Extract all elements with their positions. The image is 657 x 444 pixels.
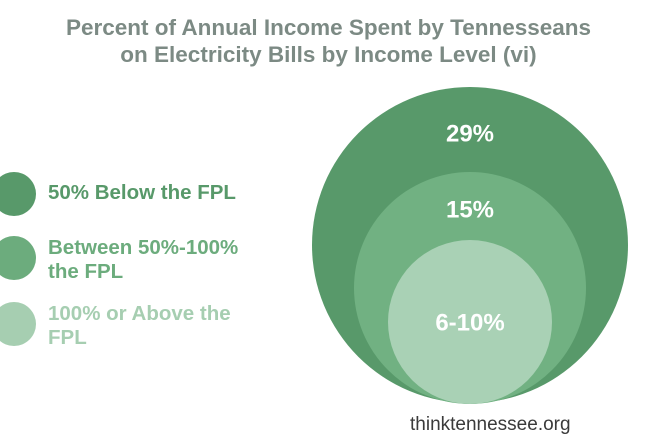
chart-title-line-1: Percent of Annual Income Spent by Tennes… [65, 15, 592, 40]
data-label-50-100: 15% [446, 197, 494, 224]
data-label-below-50: 29% [446, 121, 494, 148]
legend-item-below-50: 50% Below the FPL [0, 172, 300, 232]
circle-100-above [388, 240, 552, 404]
source-credit: thinktennessee.org [410, 414, 571, 435]
legend-label-100-above: 100% or Above the FPL [48, 302, 231, 349]
legend-swatch-100-above [0, 302, 36, 346]
legend-item-100-above: 100% or Above the FPL [0, 302, 300, 362]
legend-swatch-50-100 [0, 236, 36, 280]
legend-swatch-below-50 [0, 172, 36, 216]
chart-title-line-2: on Electricity Bills by Income Level (vi… [120, 42, 537, 67]
legend-label-below-50: 50% Below the FPL [48, 181, 236, 204]
data-label-100-above: 6-10% [435, 310, 504, 337]
chart-title: Percent of Annual Income Spent by Tennes… [0, 14, 657, 68]
legend-item-50-100: Between 50%-100% the FPL [0, 236, 300, 296]
legend-label-50-100: Between 50%-100% the FPL [48, 236, 239, 283]
